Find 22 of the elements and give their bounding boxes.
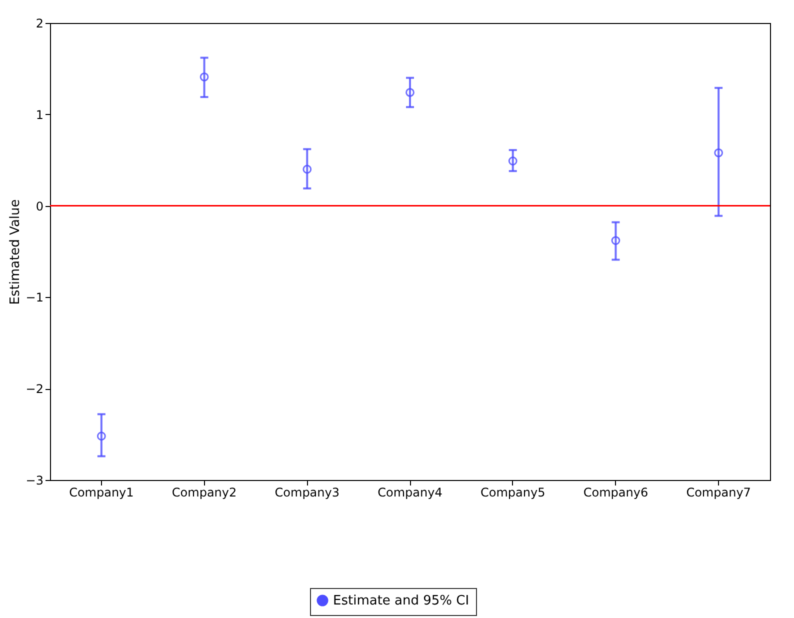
point bbox=[611, 236, 620, 245]
y-axis-title: Estimated Value bbox=[8, 199, 23, 305]
point bbox=[96, 432, 106, 441]
point bbox=[406, 88, 414, 97]
y-tick-label: −3 bbox=[26, 474, 44, 488]
y-tick-label: −2 bbox=[26, 382, 44, 396]
y-tick-label: −1 bbox=[26, 290, 44, 305]
legend-label: Estimate and 95% CI bbox=[333, 594, 470, 608]
y-tick-label: 0 bbox=[36, 199, 44, 214]
point bbox=[200, 72, 209, 82]
point bbox=[302, 164, 312, 174]
x-tick-label: Company4 bbox=[378, 486, 442, 500]
x-tick-label: Company6 bbox=[583, 486, 648, 500]
x-tick-label: Company3 bbox=[274, 486, 340, 500]
point bbox=[714, 148, 724, 158]
point bbox=[508, 156, 518, 166]
x-tick-label: Company5 bbox=[480, 486, 546, 500]
x-tick-label: Company2 bbox=[172, 486, 237, 500]
x-tick-label: Company1 bbox=[69, 486, 134, 500]
y-tick-label: 1 bbox=[36, 108, 44, 122]
x-tick-label: Company7 bbox=[686, 486, 751, 500]
y-tick-label: 2 bbox=[36, 16, 44, 30]
